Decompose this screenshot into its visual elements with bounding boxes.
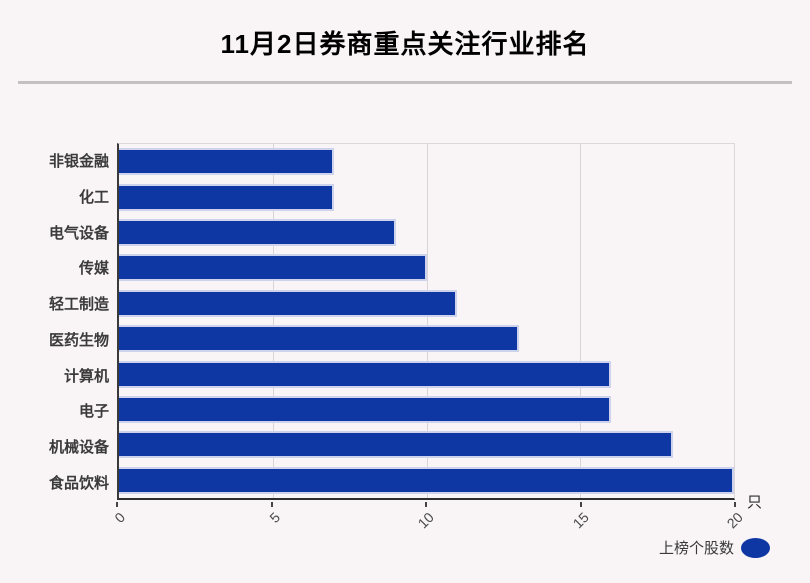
gridline (272, 144, 274, 498)
category-label-row: 食品饮料 (0, 464, 109, 500)
bar-医药生物 (119, 325, 519, 353)
axis-unit-label: 只 (747, 494, 763, 511)
category-label-row: 化工 (0, 179, 109, 215)
tick-mark (734, 502, 736, 507)
bar-电子 (119, 396, 611, 424)
category-label-row: 轻工制造 (0, 286, 109, 322)
category-axis-labels: 非银金融化工电气设备传媒轻工制造医药生物计算机电子机械设备食品饮料 (0, 143, 109, 500)
bar-row (119, 427, 734, 462)
tick-label: 10 (414, 509, 438, 532)
bar-row (119, 250, 734, 285)
category-label: 机械设备 (48, 438, 109, 456)
bar-电气设备 (119, 219, 396, 247)
tick-label: 20 (723, 509, 747, 532)
legend-label: 上榜个股数 (658, 540, 734, 557)
bar-row (119, 144, 734, 179)
legend-marker-ellipse (741, 537, 770, 558)
bar-series (119, 144, 734, 498)
bar-化工 (119, 183, 335, 211)
category-label: 计算机 (63, 367, 109, 385)
tick-label: 15 (569, 509, 592, 532)
chart-title: 11月2日券商重点关注行业排名 (220, 29, 590, 59)
category-label-row: 医药生物 (0, 322, 109, 358)
gridline (580, 144, 582, 498)
bar-非银金融 (119, 148, 335, 176)
category-label: 电子 (78, 403, 109, 421)
category-label-row: 机械设备 (0, 429, 109, 465)
bar-row (119, 356, 734, 391)
category-label: 轻工制造 (48, 296, 109, 314)
bar-轻工制造 (119, 289, 458, 317)
category-label: 电气设备 (48, 224, 109, 242)
category-label-row: 非银金融 (0, 143, 109, 179)
category-label: 化工 (78, 189, 109, 207)
gridline (426, 144, 428, 498)
bar-row (119, 392, 734, 427)
category-label-row: 计算机 (0, 357, 109, 393)
legend: 上榜个股数 (659, 537, 770, 558)
tick-label: 5 (265, 509, 283, 526)
title-divider (18, 81, 792, 84)
bar-机械设备 (119, 431, 673, 459)
category-label-row: 传媒 (0, 250, 109, 286)
tick-mark (579, 502, 582, 507)
tick-label: 0 (111, 509, 129, 526)
bar-row (119, 463, 734, 498)
bar-row (119, 321, 734, 356)
bar-row (119, 215, 734, 250)
tick-mark (116, 502, 118, 507)
category-label-row: 电子 (0, 393, 109, 429)
tick-mark (270, 502, 273, 507)
x-axis-ticks: 0 5 10 15 20 (111, 500, 746, 545)
category-label: 医药生物 (48, 331, 109, 349)
tick-mark (425, 502, 427, 507)
category-label: 食品饮料 (48, 474, 109, 492)
category-label-row: 电气设备 (0, 214, 109, 250)
bar-row (119, 179, 734, 214)
category-label: 非银金融 (48, 153, 109, 171)
bar-计算机 (119, 360, 611, 388)
category-label: 传媒 (78, 260, 109, 278)
plot-area (117, 143, 735, 500)
bar-食品饮料 (119, 466, 734, 494)
bar-row (119, 286, 734, 321)
bar-传媒 (119, 254, 427, 282)
